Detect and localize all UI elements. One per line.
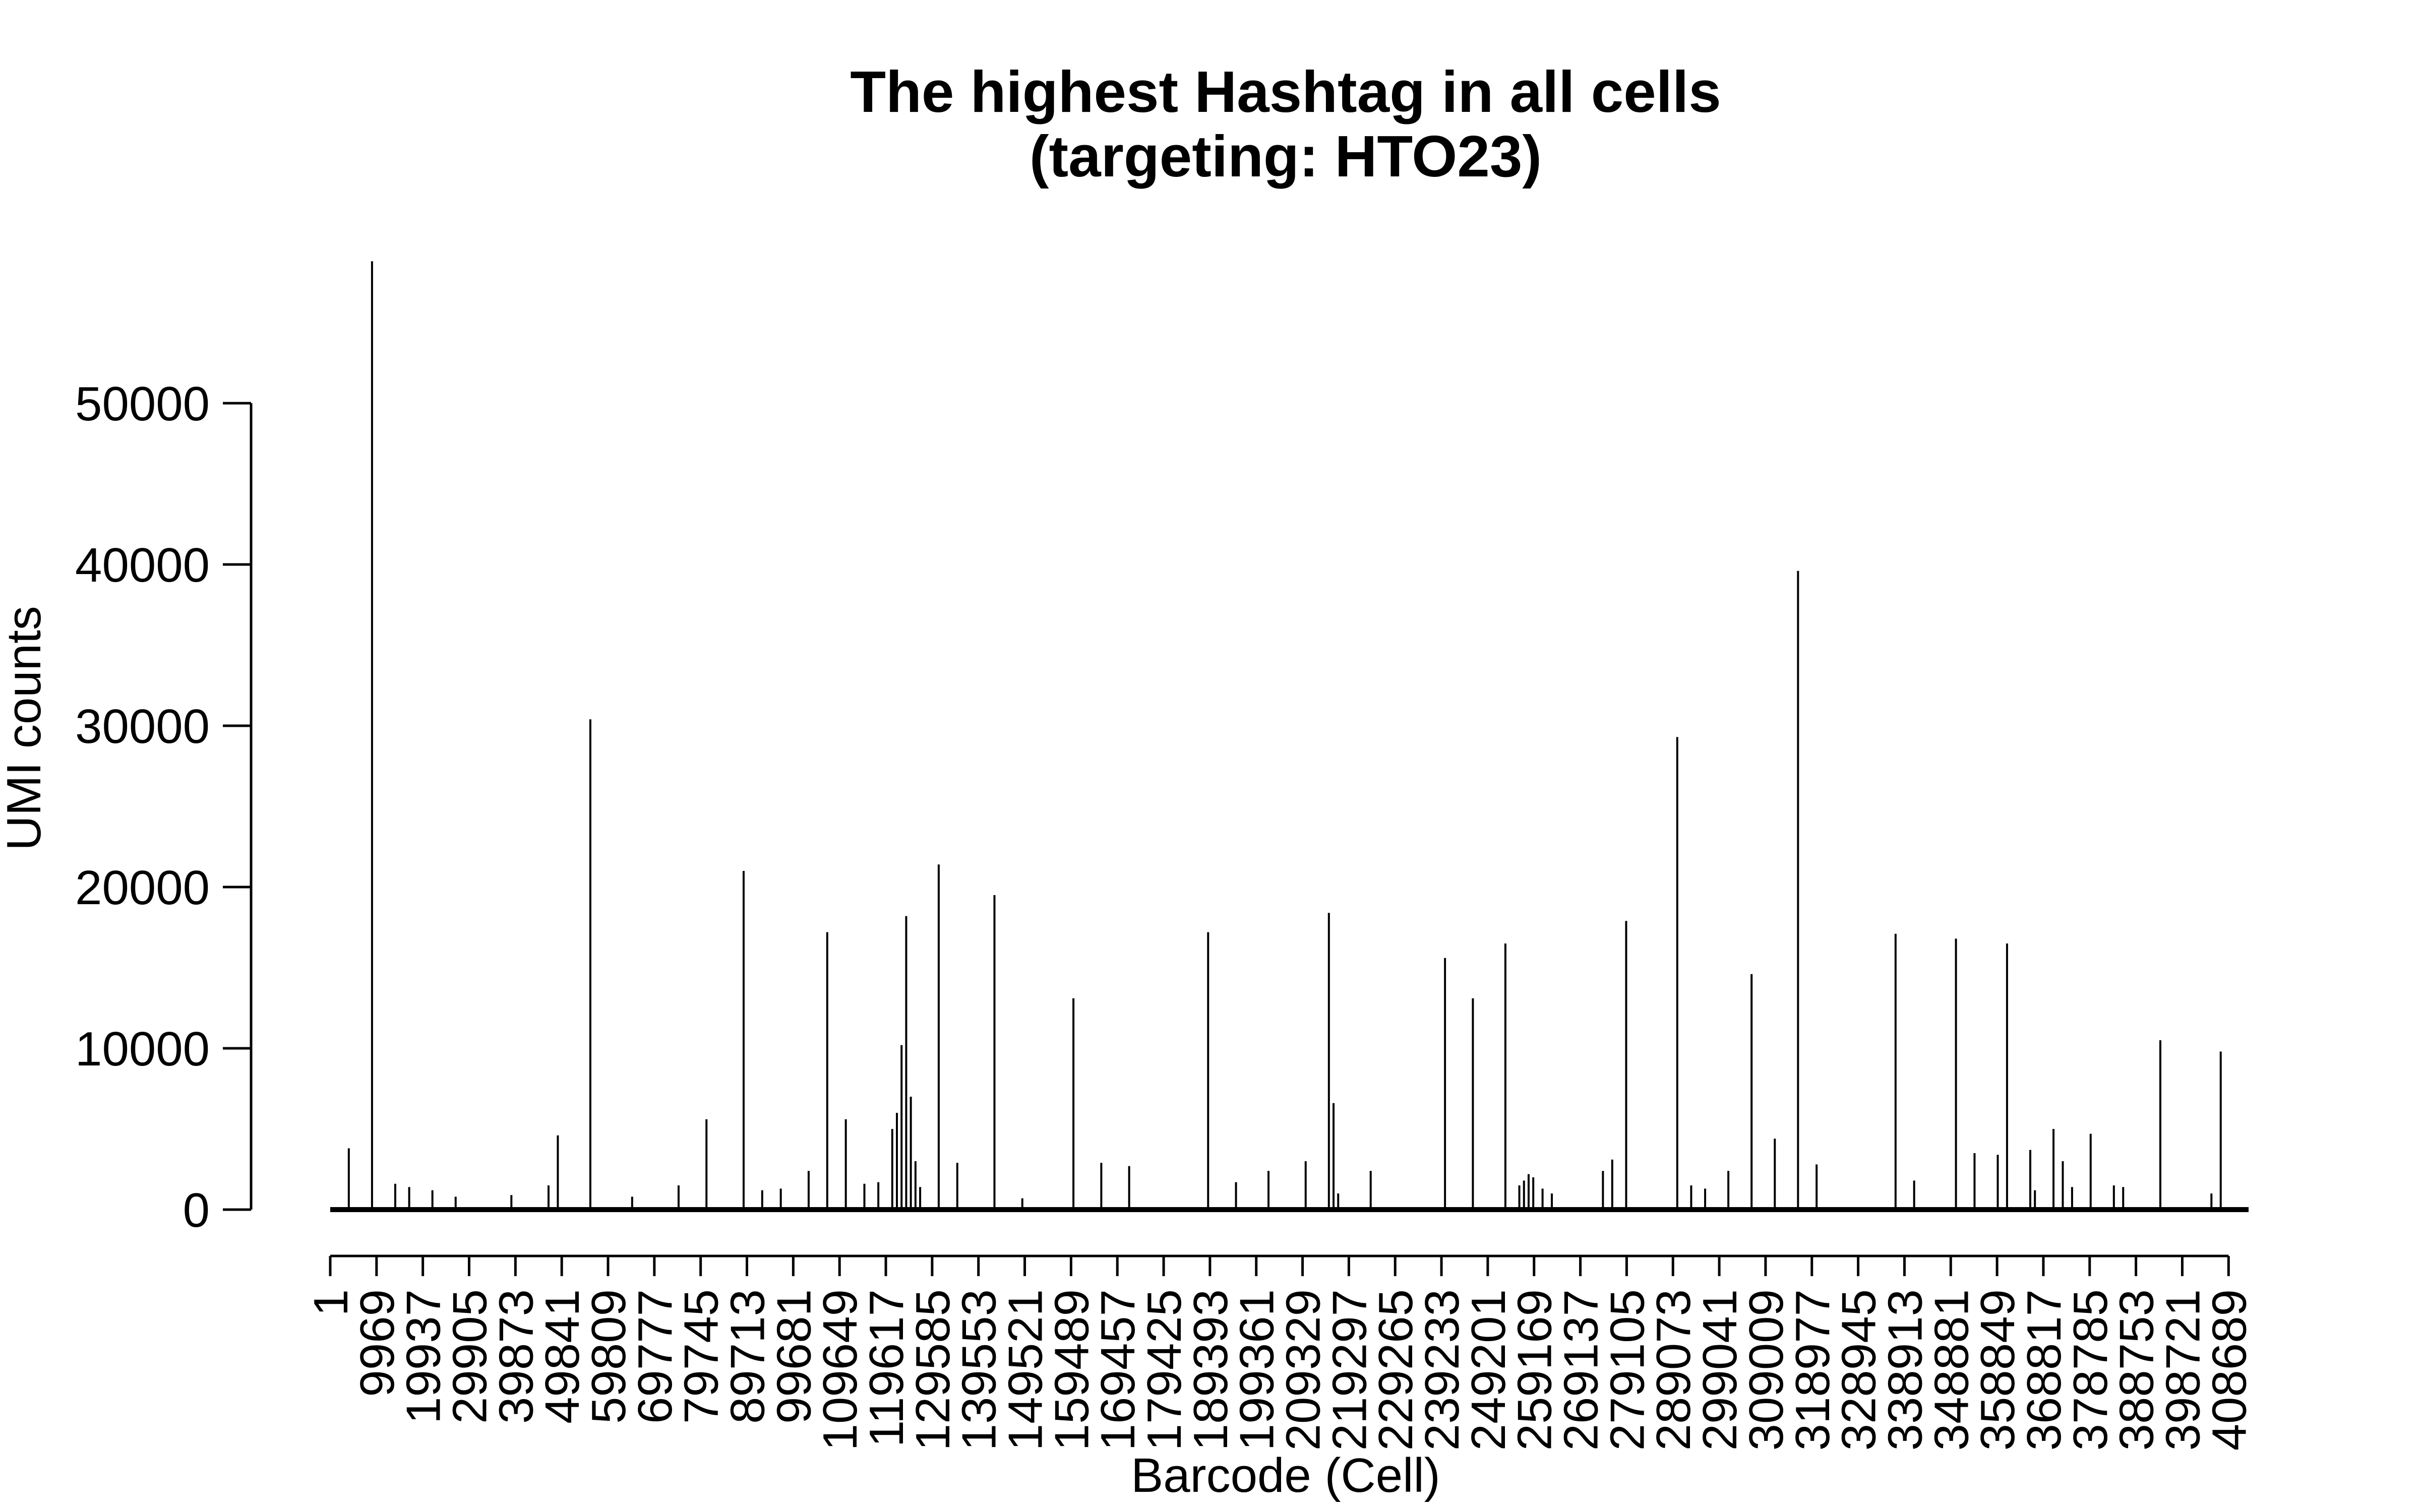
x-tick-label: 199361 bbox=[1230, 1289, 1284, 1451]
x-tick-label: 378785 bbox=[2064, 1289, 2118, 1451]
x-tick-label: 219297 bbox=[1322, 1289, 1376, 1451]
x-tick-label: 89713 bbox=[721, 1289, 775, 1424]
x-tick-label: 398721 bbox=[2156, 1289, 2210, 1451]
x-tick-label: 9969 bbox=[350, 1289, 404, 1397]
x-tick-label: 309009 bbox=[1739, 1289, 1793, 1451]
x-tick-label: 179425 bbox=[1137, 1289, 1191, 1451]
x-tick-label: 59809 bbox=[582, 1289, 636, 1424]
x-tick-label: 209329 bbox=[1277, 1289, 1330, 1451]
x-tick-label: 39873 bbox=[489, 1289, 543, 1424]
x-tick-label: 79745 bbox=[675, 1289, 729, 1424]
x-tick-label: 408689 bbox=[2202, 1289, 2256, 1451]
x-tick-label: 358849 bbox=[1971, 1289, 2025, 1451]
x-tick-label: 289073 bbox=[1647, 1289, 1701, 1451]
x-tick-label: 229265 bbox=[1369, 1289, 1423, 1451]
x-tick-label: 119617 bbox=[860, 1289, 914, 1447]
x-tick-label: 19937 bbox=[397, 1289, 451, 1424]
chart-title-line-2: (targeting: HTO23) bbox=[1030, 123, 1542, 189]
x-tick-label: 299041 bbox=[1693, 1289, 1747, 1451]
x-tick-label: 318977 bbox=[1786, 1289, 1840, 1451]
x-axis-label: Barcode (Cell) bbox=[1131, 1448, 1440, 1502]
x-tick-label: 259169 bbox=[1508, 1289, 1562, 1451]
y-tick-label: 0 bbox=[183, 1183, 210, 1237]
y-axis-label: UMI counts bbox=[0, 606, 51, 850]
x-tick-label: 169457 bbox=[1091, 1289, 1145, 1451]
x-tick-label: 269137 bbox=[1554, 1289, 1608, 1451]
x-tick-label: 49841 bbox=[535, 1289, 589, 1424]
y-tick-label: 40000 bbox=[75, 538, 210, 592]
y-tick-label: 50000 bbox=[75, 377, 210, 431]
x-tick-label: 149521 bbox=[999, 1289, 1053, 1451]
y-tick-label: 30000 bbox=[75, 700, 210, 753]
x-axis: 1996919937299053987349841598096977779745… bbox=[304, 1254, 2256, 1451]
x-tick-label: 1 bbox=[304, 1289, 358, 1316]
x-tick-label: 249201 bbox=[1462, 1289, 1516, 1451]
chart-title-line-1: The highest Hashtag in all cells bbox=[850, 59, 1721, 124]
x-tick-label: 129585 bbox=[906, 1289, 960, 1451]
x-tick-label: 29905 bbox=[443, 1289, 497, 1424]
x-tick-label: 388753 bbox=[2110, 1289, 2164, 1451]
x-tick-label: 328945 bbox=[1832, 1289, 1886, 1451]
bar-series bbox=[330, 261, 2249, 1212]
x-tick-label: 109649 bbox=[813, 1289, 867, 1451]
x-tick-label: 139553 bbox=[952, 1289, 1006, 1451]
x-tick-label: 368817 bbox=[2017, 1289, 2071, 1451]
x-tick-label: 338913 bbox=[1878, 1289, 1932, 1451]
y-tick-label: 20000 bbox=[75, 861, 210, 915]
x-tick-label: 99681 bbox=[767, 1289, 821, 1424]
x-tick-label: 69777 bbox=[628, 1289, 682, 1424]
x-tick-label: 239233 bbox=[1415, 1289, 1469, 1451]
y-axis: 0 10000 20000 30000 40000 50000 bbox=[75, 377, 253, 1237]
x-tick-label: 159489 bbox=[1045, 1289, 1099, 1451]
x-tick-label: 189393 bbox=[1184, 1289, 1238, 1451]
x-tick-label: 348881 bbox=[1924, 1289, 1978, 1451]
y-tick-label: 10000 bbox=[75, 1022, 210, 1076]
x-tick-label: 279105 bbox=[1600, 1289, 1654, 1451]
